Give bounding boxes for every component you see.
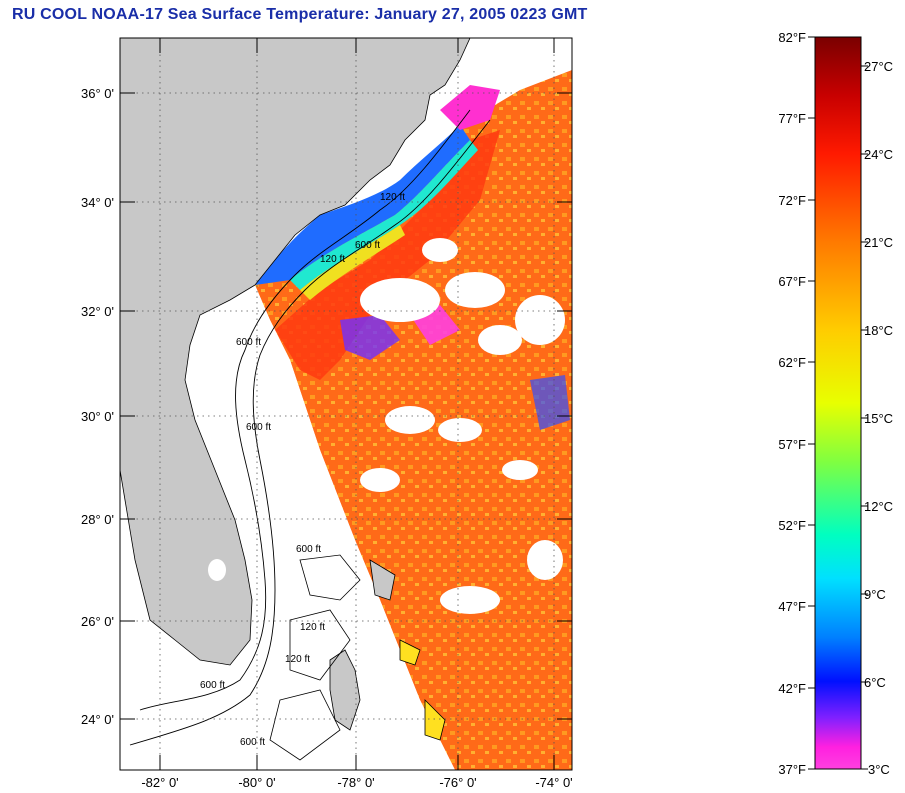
- contour-label: 600 ft: [246, 422, 271, 433]
- fahrenheit-label: 67°F: [778, 274, 806, 289]
- fahrenheit-label: 82°F: [778, 30, 806, 45]
- fahrenheit-label: 47°F: [778, 599, 806, 614]
- lon-ticks: [159, 38, 555, 770]
- colorbar: [814, 36, 862, 770]
- lon-label: -80° 0': [238, 775, 275, 790]
- lat-ticks: [120, 92, 572, 720]
- cold-patch-nc: [440, 85, 500, 130]
- lat-label: 34° 0': [81, 195, 114, 210]
- fahrenheit-label: 62°F: [778, 355, 806, 370]
- lat-label: 26° 0': [81, 614, 114, 629]
- shelf-yellow: [300, 225, 405, 300]
- celsius-label: 21°C: [864, 235, 893, 250]
- contour-label: 120 ft: [285, 654, 310, 665]
- map-frame: [119, 37, 573, 771]
- fahrenheit-labels: 82°F 77°F 72°F 67°F 62°F 57°F 52°F 47°F …: [778, 30, 806, 777]
- lat-label: 28° 0': [81, 512, 114, 527]
- celsius-label: 12°C: [864, 499, 893, 514]
- bathymetry-contours: [129, 109, 491, 746]
- celsius-label: 6°C: [864, 675, 886, 690]
- contour-label: 120 ft: [380, 192, 405, 203]
- celsius-labels: 27°C 24°C 21°C 18°C 15°C 12°C 9°C 6°C 3°…: [864, 59, 893, 777]
- lat-label: 32° 0': [81, 304, 114, 319]
- graticule: [120, 38, 572, 770]
- contour-label: 120 ft: [320, 254, 345, 265]
- contour-label: 600 ft: [355, 240, 380, 251]
- fahrenheit-label: 37°F: [778, 762, 806, 777]
- celsius-label: 3°C: [868, 762, 890, 777]
- lon-label: -74° 0': [535, 775, 572, 790]
- contour-labels: 120 ft 600 ft 120 ft 600 ft 600 ft 120 f…: [200, 192, 405, 748]
- colorbar-ticks: [808, 36, 815, 770]
- contour-label: 600 ft: [236, 337, 261, 348]
- fahrenheit-label: 42°F: [778, 681, 806, 696]
- celsius-label: 9°C: [864, 587, 886, 602]
- cold-shelf-water: [255, 125, 470, 285]
- fahrenheit-label: 72°F: [778, 193, 806, 208]
- cold-patch-1: [340, 315, 400, 360]
- land-us-southeast: [120, 38, 471, 666]
- cold-shelf-cyan: [290, 140, 478, 290]
- lon-label: -78° 0': [337, 775, 374, 790]
- lon-labels: -82° 0' -80° 0' -78° 0' -76° 0' -74° 0': [141, 775, 572, 790]
- contour-label: 600 ft: [240, 737, 265, 748]
- lat-label: 36° 0': [81, 86, 114, 101]
- contour-label: 600 ft: [200, 680, 225, 691]
- fahrenheit-label: 52°F: [778, 518, 806, 533]
- fahrenheit-label: 77°F: [778, 111, 806, 126]
- celsius-label: 24°C: [864, 147, 893, 162]
- lat-label: 24° 0': [81, 712, 114, 727]
- fahrenheit-label: 57°F: [778, 437, 806, 452]
- bahamas: [269, 554, 446, 761]
- celsius-label: 15°C: [864, 411, 893, 426]
- contour-label: 120 ft: [300, 622, 325, 633]
- lake-okeechobee: [208, 559, 226, 581]
- lat-labels: 36° 0' 34° 0' 32° 0' 30° 0' 28° 0' 26° 0…: [81, 86, 114, 727]
- lat-label: 30° 0': [81, 409, 114, 424]
- celsius-ticks: [861, 65, 868, 770]
- celsius-label: 18°C: [864, 323, 893, 338]
- lon-label: -76° 0': [439, 775, 476, 790]
- contour-label: 600 ft: [296, 544, 321, 555]
- page-title: RU COOL NOAA-17 Sea Surface Temperature:…: [12, 6, 588, 23]
- celsius-label: 27°C: [864, 59, 893, 74]
- lon-label: -82° 0': [141, 775, 178, 790]
- gulf-stream-band: [275, 130, 500, 380]
